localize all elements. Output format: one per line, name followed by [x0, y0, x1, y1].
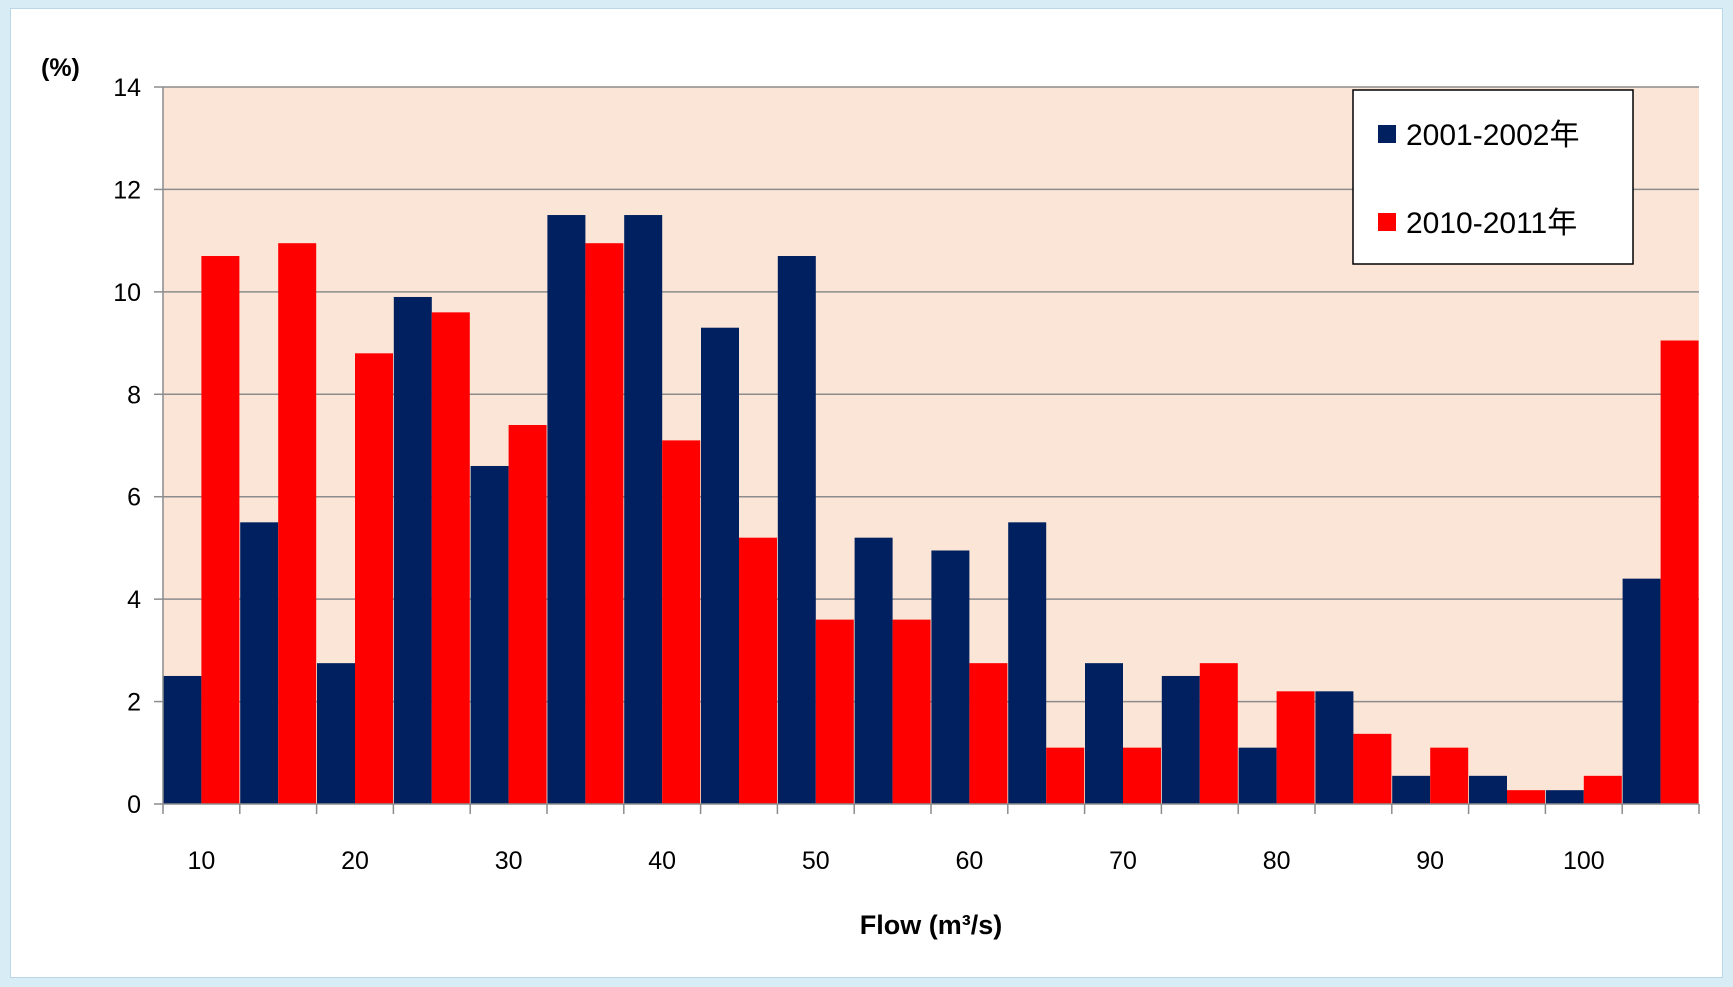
x-tick-label: 100 — [1563, 847, 1605, 875]
bar — [892, 619, 931, 804]
bar — [1123, 747, 1161, 804]
bar — [624, 215, 663, 805]
axes — [162, 87, 1700, 814]
x-axis-title: Flow (m³/s) — [860, 910, 1003, 940]
bar — [547, 215, 586, 805]
bar — [739, 537, 777, 804]
y-tick-label: 4 — [127, 586, 141, 614]
legend-label-2001-2002: 2001-2002年 — [1406, 119, 1579, 152]
bar — [1276, 691, 1315, 804]
chart-frame: 0 2 4 6 8 10 12 14 10 20 30 40 50 60 70 80 90 100 (%) Fl… — [10, 8, 1723, 978]
x-tick-label: 70 — [1109, 847, 1137, 875]
legend-swatch-2001-2002 — [1378, 125, 1396, 143]
x-tick-label: 30 — [495, 847, 523, 875]
bar — [1507, 790, 1545, 804]
x-tick-label: 20 — [341, 847, 369, 875]
x-tick-labels: 10 20 30 40 50 60 70 80 90 100 — [187, 847, 1604, 875]
bar — [278, 243, 317, 805]
bar — [355, 353, 393, 804]
x-tick-label: 50 — [802, 847, 830, 875]
bar — [969, 663, 1008, 804]
bar — [662, 440, 701, 804]
bar — [470, 465, 509, 804]
bar — [1392, 775, 1431, 804]
bar — [1315, 691, 1354, 804]
y-tick-label: 12 — [113, 176, 141, 204]
legend: 2001-2002年 2010-2011年 — [1352, 89, 1634, 265]
y-tick-label: 8 — [127, 381, 141, 409]
bar — [393, 296, 432, 804]
bar — [1622, 578, 1661, 804]
y-tick-label: 14 — [113, 74, 141, 102]
bar — [1161, 675, 1200, 804]
bar — [815, 619, 854, 804]
bar — [240, 522, 279, 804]
bar — [163, 675, 202, 804]
bar — [931, 550, 970, 804]
bar — [1430, 747, 1469, 804]
bar — [701, 327, 739, 804]
x-tick-label: 40 — [648, 847, 676, 875]
bar — [1238, 747, 1277, 804]
bar — [317, 663, 355, 804]
bar — [1199, 663, 1238, 804]
bar — [1469, 775, 1507, 804]
bar — [431, 312, 470, 804]
x-tick-label: 90 — [1416, 847, 1444, 875]
bar — [777, 256, 816, 804]
y-axis-unit: (%) — [41, 54, 80, 82]
x-tick-label: 80 — [1263, 847, 1291, 875]
bars — [163, 215, 1699, 805]
bar — [1085, 663, 1123, 804]
bar — [201, 256, 240, 804]
bar — [854, 537, 893, 804]
bar — [1583, 775, 1622, 804]
bar — [1046, 747, 1085, 804]
legend-box — [1352, 89, 1634, 265]
y-tick-label: 6 — [127, 484, 141, 512]
y-tick-label: 0 — [127, 791, 141, 819]
bar — [1545, 790, 1584, 804]
bar — [585, 243, 624, 805]
y-tick-labels: 0 2 4 6 8 10 12 14 — [113, 74, 141, 819]
x-tick-label: 10 — [187, 847, 215, 875]
legend-label-2010-2011: 2010-2011年 — [1406, 207, 1577, 240]
bar — [1353, 733, 1392, 804]
bar-chart: 0 2 4 6 8 10 12 14 10 20 30 40 50 60 70 80 90 100 (%) Fl… — [41, 54, 1700, 940]
y-tick-label: 2 — [127, 689, 141, 717]
x-tick-label: 60 — [955, 847, 983, 875]
bar — [1660, 340, 1699, 804]
legend-swatch-2010-2011 — [1378, 213, 1396, 231]
bar — [508, 425, 547, 804]
bar — [1008, 522, 1047, 804]
y-tick-label: 10 — [113, 279, 141, 307]
